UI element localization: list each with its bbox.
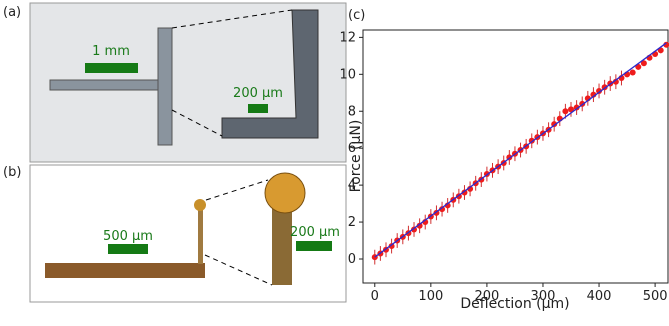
plot-frame — [362, 29, 669, 284]
y-tick-label: 4 — [348, 178, 356, 193]
panel-label: (b) — [3, 165, 21, 180]
data-point — [568, 106, 575, 113]
data-point — [612, 78, 619, 85]
data-point — [629, 69, 636, 76]
zoom-line — [204, 254, 273, 286]
beam — [49, 79, 163, 91]
data-point — [573, 104, 580, 111]
zoom-line — [205, 179, 269, 201]
data-point — [416, 222, 423, 229]
y-tick-label: 0 — [348, 252, 356, 267]
panel-label: (a) — [3, 5, 21, 20]
y-tick-label: 2 — [348, 215, 356, 230]
cantilever — [198, 208, 203, 264]
zoom-line — [171, 9, 293, 29]
data-point — [461, 189, 468, 196]
zoom-line — [171, 109, 223, 137]
data-point — [596, 87, 603, 94]
x-tick-label: 400 — [587, 289, 612, 304]
zoom-ball — [264, 172, 306, 214]
chip — [45, 263, 205, 278]
zoom-image — [221, 9, 319, 139]
fit-line — [374, 42, 667, 258]
y-tick-label: 10 — [339, 67, 356, 82]
scale-bar — [248, 104, 268, 113]
x-axis-label: Deflection (µm) — [460, 296, 569, 312]
y-tick-label: 8 — [348, 104, 356, 119]
x-tick-label: 0 — [371, 289, 379, 304]
scale-label: 1 mm — [92, 44, 130, 59]
y-tick-label: 6 — [348, 141, 356, 156]
data-point — [562, 108, 569, 115]
scale-label: 500 µm — [103, 229, 153, 244]
x-tick-label: 500 — [643, 289, 668, 304]
zoom-shaft — [272, 200, 292, 285]
data-point — [640, 60, 647, 67]
scale-bar — [85, 63, 138, 73]
scale-bar — [108, 244, 148, 254]
panel-label: (c) — [348, 8, 365, 23]
data-point — [467, 185, 474, 192]
scale-bar — [296, 241, 332, 251]
x-tick-label: 100 — [418, 289, 443, 304]
x-tick-label: 200 — [474, 289, 499, 304]
scale-label: 200 µm — [233, 86, 283, 101]
y-tick-label: 12 — [339, 30, 356, 45]
scale-label: 200 µm — [290, 225, 340, 240]
x-tick-label: 300 — [531, 289, 556, 304]
data-point — [439, 206, 446, 213]
y-axis-label: Force (µN) — [348, 120, 364, 193]
ball — [194, 199, 206, 211]
data-point — [635, 63, 642, 70]
data-point — [663, 41, 669, 48]
tip — [157, 27, 173, 146]
data-point — [388, 243, 395, 250]
